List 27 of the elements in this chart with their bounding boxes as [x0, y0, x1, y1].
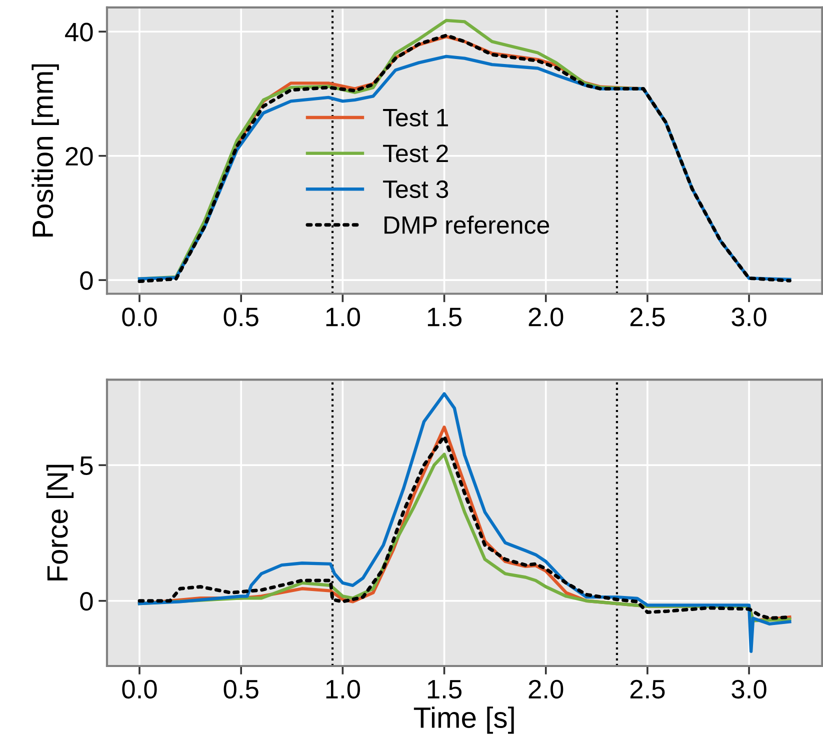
x-tick-label: 1.5	[428, 680, 462, 699]
legend-label: DMP reference	[384, 216, 550, 234]
legend-label: Test 1	[383, 109, 448, 126]
x-tick-label: 1.0	[326, 680, 360, 699]
y-tick-label: 20	[66, 146, 93, 166]
x-axis-title: Time [s]	[414, 706, 514, 734]
x-tick-label: 0.0	[122, 680, 157, 699]
x-tick-label: 0.5	[224, 680, 258, 699]
x-tick-label: 2.0	[528, 680, 564, 699]
x-tick-label: 2.5	[630, 680, 665, 699]
x-tick-label: 1.5	[428, 308, 462, 326]
y-axis-title: Force [N]	[46, 464, 74, 580]
legend-label: Test 2	[383, 144, 448, 162]
x-tick-label: 1.0	[326, 308, 360, 326]
y-tick-label: 0	[80, 271, 93, 290]
line-series	[138, 392, 792, 653]
y-tick-label: 40	[65, 22, 93, 42]
x-tick-label: 0.0	[122, 308, 157, 326]
legend-label: Test 3	[383, 180, 448, 198]
x-tick-label: 0.5	[224, 308, 258, 326]
x-tick-label: 2.0	[528, 308, 564, 326]
x-tick-label: 3.0	[732, 308, 766, 326]
y-axis-title: Position [mm]	[32, 64, 59, 237]
x-tick-label: 2.5	[630, 308, 665, 326]
y-tick-label: 5	[80, 456, 93, 475]
y-tick-label: 0	[80, 592, 93, 611]
x-tick-label: 3.0	[732, 680, 766, 699]
